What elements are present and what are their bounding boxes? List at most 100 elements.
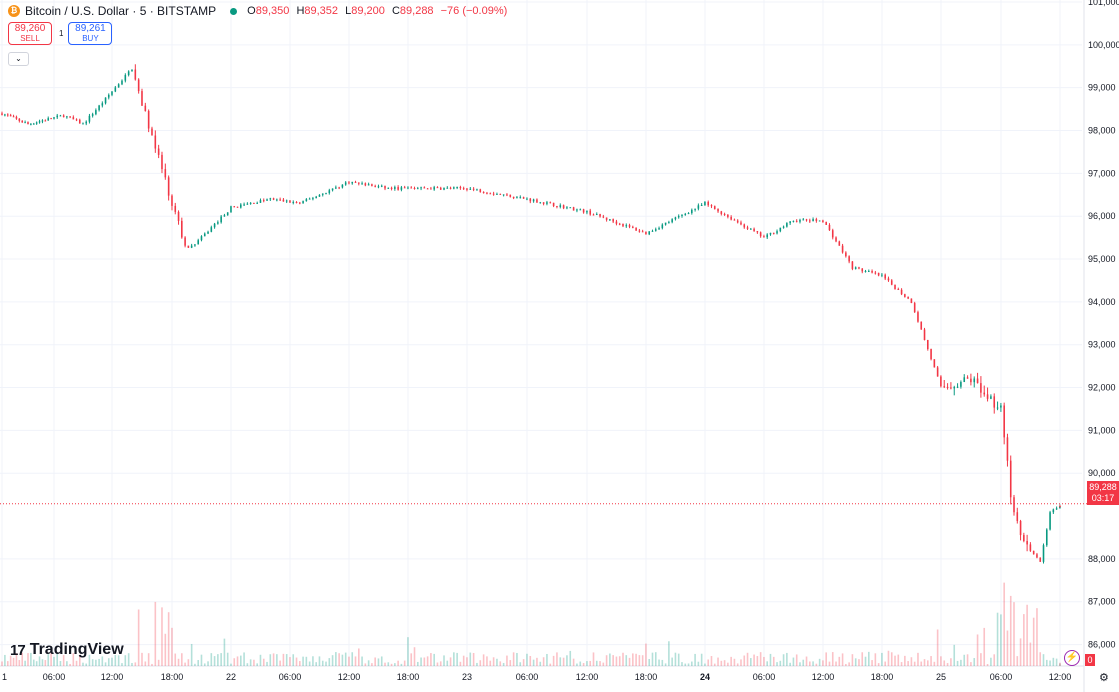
candle-body [117, 84, 120, 88]
volume-bar [713, 663, 716, 666]
volume-bar [107, 658, 110, 666]
volume-bar [868, 651, 870, 666]
candle-body [789, 221, 791, 224]
volume-bar [472, 652, 475, 666]
volume-bar [469, 652, 472, 666]
candle-body [1029, 544, 1032, 551]
candle-body [472, 188, 475, 190]
candle-body [792, 220, 795, 222]
candle-body [456, 187, 458, 189]
volume-bar [400, 663, 403, 666]
ohlc-values: O89,350 H89,352 L89,200 C89,288 −76 (−0.… [247, 5, 508, 17]
candle-body [443, 187, 445, 190]
candle-body [572, 207, 575, 211]
candle-body [59, 115, 62, 117]
volume-bar [75, 660, 78, 666]
symbol-title[interactable]: Bitcoin / U.S. Dollar · 5 · BITSTAMP [25, 4, 217, 18]
candle-body [364, 183, 367, 186]
volume-bar [1045, 659, 1048, 666]
volume-bar [269, 654, 272, 666]
volume-bar [946, 663, 949, 666]
candle-body [104, 97, 107, 104]
candle-body [704, 201, 706, 206]
volume-bar [56, 653, 59, 666]
candle-body [786, 223, 788, 227]
candle-body [226, 212, 229, 216]
last-price-value: 89,288 [1089, 482, 1117, 492]
candle-body [946, 386, 949, 388]
volume-bar [825, 652, 827, 666]
candle-body [295, 201, 298, 203]
volume-bar [1029, 642, 1032, 666]
volume-bar [489, 660, 492, 666]
volume-bar [763, 656, 765, 666]
candle-body [818, 220, 821, 222]
volume-bar [569, 650, 572, 666]
settings-icon[interactable]: ⚙ [1099, 672, 1109, 684]
candle-body [44, 120, 47, 122]
volume-bar [32, 659, 35, 666]
volume-bar [566, 655, 568, 666]
candle-body [439, 187, 442, 190]
candle-body [854, 267, 857, 269]
volume-bar [976, 634, 979, 666]
volume-bar [536, 657, 538, 666]
candle-body [131, 69, 133, 72]
candle-body [1016, 512, 1019, 522]
tradingview-logo[interactable]: 17 TradingView [10, 641, 124, 659]
price-tick-label: 93,000 [1088, 340, 1116, 350]
candle-body [983, 392, 986, 395]
volume-bar [321, 660, 324, 666]
candle-body [579, 209, 582, 211]
volume-bar [769, 653, 772, 666]
volume-bar [881, 652, 883, 666]
flash-icon[interactable]: ⚡ [1064, 650, 1080, 666]
volume-bar [1042, 654, 1045, 666]
volume-bar [24, 660, 26, 666]
candle-body [976, 378, 979, 384]
price-tick-label: 95,000 [1088, 254, 1116, 264]
candle-body [390, 187, 393, 189]
volume-bar [62, 655, 65, 666]
volume-bar [700, 653, 703, 666]
volume-bar [12, 657, 15, 666]
volume-bar [920, 661, 923, 666]
buy-button[interactable]: 89,261 BUY [68, 22, 113, 45]
candle-body [413, 187, 416, 189]
candle-body [648, 231, 651, 235]
collapse-legend-button[interactable]: ⌄ [8, 52, 29, 66]
volume-bar [622, 652, 624, 666]
volume-bar [552, 655, 555, 666]
volume-bar [522, 659, 525, 666]
candle-body [272, 198, 275, 200]
candle-body [299, 202, 301, 204]
candle-body [341, 184, 344, 188]
volume-bar [305, 656, 308, 666]
volume-bar [615, 656, 618, 666]
volume-bar [335, 652, 337, 666]
sell-button[interactable]: 89,260 SELL [8, 22, 52, 45]
volume-bar [364, 663, 367, 666]
candle-body [41, 120, 44, 122]
volume-bar [854, 658, 857, 666]
volume-bar [259, 654, 262, 666]
volume-bar [822, 660, 824, 666]
volume-bar [430, 653, 432, 666]
candle-body [144, 105, 147, 111]
volume-bar [104, 662, 107, 666]
candle-body [72, 117, 75, 120]
volume-bar [262, 658, 265, 666]
volume-bar [449, 657, 452, 666]
candle-body [890, 280, 893, 285]
volume-bar [292, 654, 295, 666]
volume-bar [556, 652, 558, 666]
candle-body [750, 228, 752, 230]
candle-body [32, 123, 35, 125]
volume-bar [217, 654, 219, 666]
volume-bar [733, 658, 736, 666]
volume-bar [289, 657, 291, 666]
volume-bar [809, 661, 811, 666]
volume-bar [638, 655, 641, 666]
price-tick-label: 94,000 [1088, 297, 1116, 307]
